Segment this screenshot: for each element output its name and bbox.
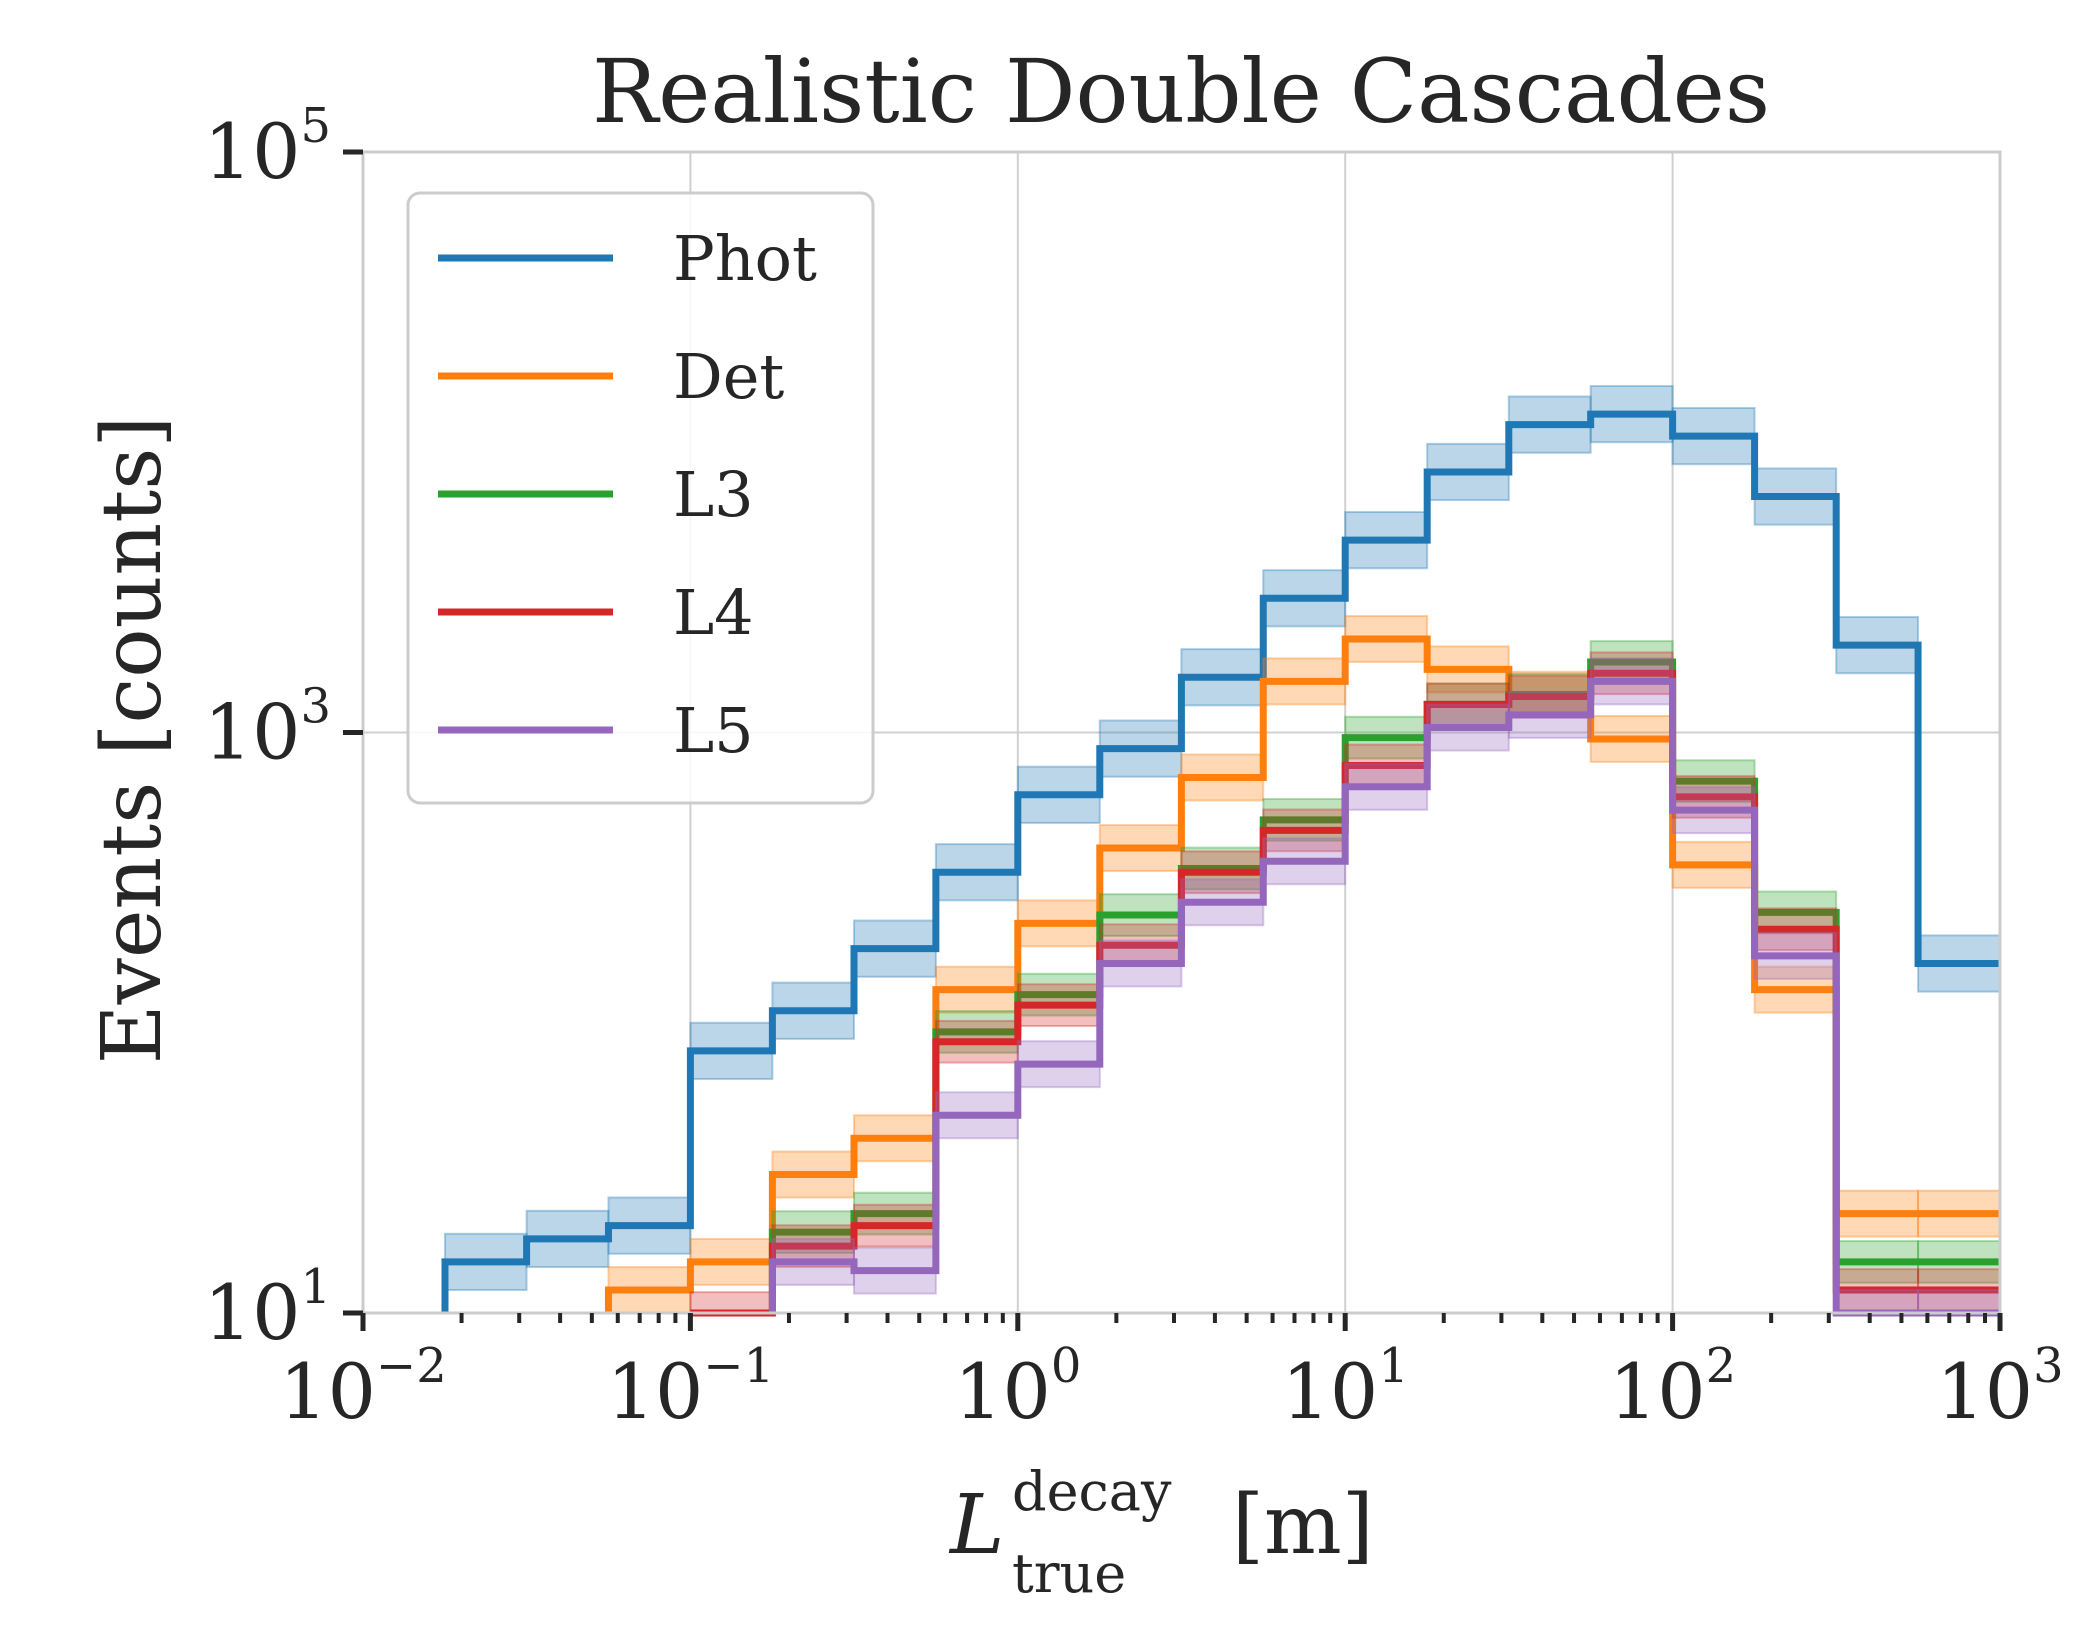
y-tick-exponent: 1 bbox=[300, 1259, 331, 1315]
series-phot bbox=[441, 384, 2002, 1313]
x-axis-label-symbol: L bbox=[948, 1478, 1004, 1573]
y-axis-label: Events [counts] bbox=[85, 416, 180, 1065]
x-tick-exponent: 3 bbox=[2033, 1338, 2064, 1394]
legend-label: L4 bbox=[673, 576, 754, 649]
legend-item-l5: L5 bbox=[438, 694, 754, 767]
x-tick-label: 101 bbox=[1282, 1338, 1409, 1436]
x-tick-label: 103 bbox=[1936, 1338, 2063, 1436]
y-tick-base: 10 bbox=[204, 688, 301, 777]
x-tick-label: 102 bbox=[1609, 1338, 1736, 1436]
legend-box bbox=[406, 191, 875, 805]
y-tick-label: 105 bbox=[204, 98, 331, 196]
x-tick-label: 10−1 bbox=[607, 1338, 774, 1436]
step-line-l5 bbox=[768, 677, 2000, 1317]
x-tick-exponent: −2 bbox=[376, 1338, 447, 1394]
x-tick-base: 10 bbox=[1282, 1347, 1379, 1436]
legend-label: L5 bbox=[673, 694, 754, 767]
x-tick-base: 10 bbox=[954, 1347, 1051, 1436]
x-axis-label: L decay true [m] bbox=[948, 1460, 1374, 1605]
x-tick-exponent: −1 bbox=[703, 1338, 774, 1394]
legend-item-phot: Phot bbox=[438, 222, 817, 295]
x-tick-base: 10 bbox=[1936, 1347, 2033, 1436]
y-tick-label: 101 bbox=[204, 1259, 331, 1357]
chart-title: Realistic Double Cascades bbox=[592, 40, 1770, 143]
x-tick-label: 100 bbox=[954, 1338, 1081, 1436]
legend-label: L3 bbox=[673, 458, 754, 531]
series-l5 bbox=[768, 657, 2002, 1317]
x-tick-label: 10−2 bbox=[279, 1338, 446, 1436]
legend-item-det: Det bbox=[438, 340, 784, 413]
x-axis-label-superscript: decay bbox=[1012, 1460, 1172, 1523]
x-tick-exponent: 2 bbox=[1706, 1338, 1737, 1394]
y-tick-exponent: 5 bbox=[300, 98, 331, 154]
step-line-phot bbox=[441, 410, 2000, 1313]
legend-item-l4: L4 bbox=[438, 576, 754, 649]
y-tick-base: 10 bbox=[204, 1268, 301, 1357]
x-tick-exponent: 1 bbox=[1378, 1338, 1409, 1394]
y-tick-exponent: 3 bbox=[300, 679, 331, 735]
x-tick-base: 10 bbox=[279, 1347, 376, 1436]
legend-label: Det bbox=[673, 340, 784, 413]
legend-item-l3: L3 bbox=[438, 458, 754, 531]
series-layer bbox=[441, 384, 2002, 1317]
legend: Phot Det L3 L4 L5 bbox=[406, 191, 875, 805]
step-line-det bbox=[604, 635, 2000, 1313]
x-axis-label-subscript: true bbox=[1012, 1542, 1126, 1605]
x-tick-base: 10 bbox=[607, 1347, 704, 1436]
legend-label: Phot bbox=[673, 222, 817, 295]
x-axis-label-unit: [m] bbox=[1232, 1478, 1374, 1573]
x-tick-exponent: 0 bbox=[1051, 1338, 1082, 1394]
y-tick-base: 10 bbox=[204, 107, 301, 196]
x-tick-base: 10 bbox=[1609, 1347, 1706, 1436]
y-tick-label: 103 bbox=[204, 679, 331, 777]
